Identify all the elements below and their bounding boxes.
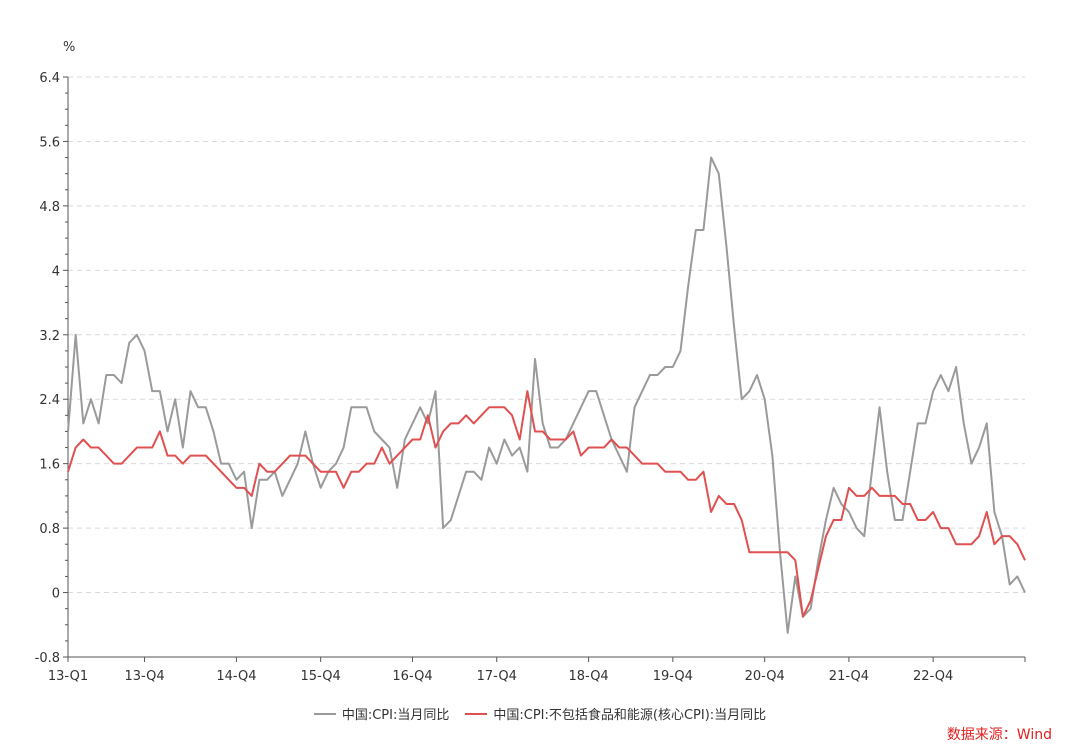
x-tick-label: 13-Q4 bbox=[124, 669, 164, 684]
x-tick-label: 15-Q4 bbox=[301, 669, 341, 684]
x-tick-label: 21-Q4 bbox=[829, 669, 869, 684]
legend-label-cpi: 中国:CPI:当月同比 bbox=[341, 708, 450, 723]
legend-item-cpi: 中国:CPI:当月同比 bbox=[313, 704, 450, 723]
x-tick-label: 14-Q4 bbox=[216, 669, 256, 684]
series-line-cpi bbox=[67, 156, 1026, 634]
x-tick-label: 22-Q4 bbox=[913, 669, 953, 684]
y-axis-unit-label: % bbox=[63, 40, 75, 55]
legend-swatch-cpi bbox=[313, 712, 336, 715]
x-tick-label: 20-Q4 bbox=[745, 669, 785, 684]
y-tick-label: 0 bbox=[52, 587, 60, 602]
x-tick-label: 18-Q4 bbox=[568, 669, 608, 684]
grid-lines bbox=[68, 76, 1025, 594]
series-lines bbox=[67, 156, 1026, 634]
y-tick-label: 0.8 bbox=[39, 522, 60, 537]
y-tick-label: 4.8 bbox=[39, 200, 60, 215]
y-tick-label: 2.4 bbox=[39, 393, 60, 408]
legend-label-core-cpi: 中国:CPI:不包括食品和能源(核心CPI):当月同比 bbox=[493, 708, 767, 723]
x-tick-label: 13-Q1 bbox=[48, 669, 88, 684]
legend: 中国:CPI:当月同比 中国:CPI:不包括食品和能源(核心CPI):当月同比 bbox=[0, 704, 1080, 723]
series-line-core-cpi bbox=[67, 390, 1026, 618]
x-tick-label: 17-Q4 bbox=[477, 669, 517, 684]
y-tick-label: -0.8 bbox=[35, 651, 60, 666]
legend-swatch-core-cpi bbox=[465, 712, 488, 715]
y-tick-labels: 6.4 5.6 4.8 4 3.2 2.4 1.6 0.8 0 -0.8 bbox=[35, 71, 60, 666]
axes bbox=[63, 76, 1026, 662]
y-tick-label: 1.6 bbox=[39, 458, 60, 473]
x-tick-label: 19-Q4 bbox=[653, 669, 693, 684]
line-chart: 6.4 5.6 4.8 4 3.2 2.4 1.6 0.8 0 -0.8 13-Q1 13-Q4 14… bbox=[35, 40, 1026, 684]
y-tick-label: 5.6 bbox=[39, 135, 60, 150]
y-tick-label: 3.2 bbox=[39, 329, 60, 344]
x-tick-label: 16-Q4 bbox=[392, 669, 432, 684]
y-tick-label: 4 bbox=[52, 264, 60, 279]
y-tick-label: 6.4 bbox=[39, 71, 60, 86]
x-tick-labels: 13-Q1 13-Q4 14-Q4 15-Q4 16-Q4 17-Q4 18-Q4 19-Q4… bbox=[48, 669, 953, 684]
data-source-note: 数据来源：Wind bbox=[946, 727, 1052, 743]
legend-item-core-cpi: 中国:CPI:不包括食品和能源(核心CPI):当月同比 bbox=[465, 704, 766, 723]
